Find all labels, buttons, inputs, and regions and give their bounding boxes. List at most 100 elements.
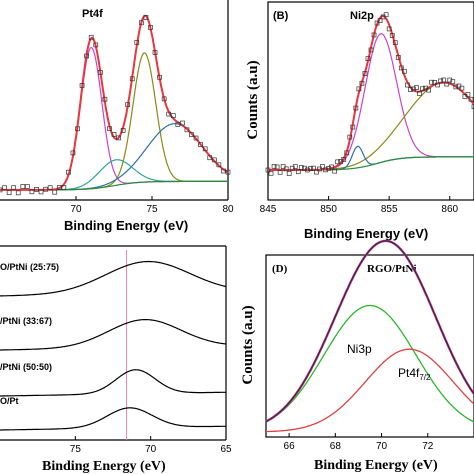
panel-a-data-point	[189, 132, 194, 137]
panel-a-data-point	[193, 135, 199, 141]
panel-b-data-point	[471, 104, 474, 110]
panel-c-series-label-1: O/PtNi (25:75)	[0, 262, 59, 272]
panel-b-tick-label-2: 855	[381, 204, 398, 215]
panel-a-data-point	[29, 189, 35, 195]
panel-b-data-point	[314, 169, 319, 175]
panel-b-data-point	[371, 32, 377, 38]
panel-c-series-3	[0, 369, 227, 397]
panel-d-tick-label-2: 70	[376, 441, 388, 452]
panel-a-data-point	[111, 132, 117, 137]
panel-a-data-point	[56, 185, 62, 190]
panel-a-data-point	[107, 126, 112, 132]
panel-b-data-point	[408, 87, 413, 92]
panel-c-series-2	[0, 319, 227, 351]
panel-b-data-point	[265, 167, 271, 173]
panel-a-data-point	[134, 40, 140, 45]
panel-b-data-point	[365, 56, 371, 62]
panel-a-tick-label-1: 75	[146, 204, 158, 215]
panel-b-data-point	[335, 159, 341, 165]
panel-a-title: Pt4f	[82, 8, 103, 20]
panel-b-data-point	[389, 33, 395, 38]
panel-a-data-point	[207, 155, 213, 161]
panel-a-data-point	[198, 142, 203, 148]
panel-a-data-point	[175, 122, 181, 127]
panel-a-data-point	[84, 53, 89, 59]
panel-b-data-point	[311, 165, 316, 171]
panel-a-curves	[0, 14, 229, 191]
panel-b-data-point	[295, 169, 301, 175]
panel-b-data-point	[286, 171, 292, 176]
panel-b-data-point	[468, 96, 474, 102]
panel-a-data-point	[166, 111, 172, 117]
panel-a-data-point	[125, 102, 131, 108]
panel-c-xlabel: Binding Energy (eV)	[42, 459, 166, 474]
panel-b-title: Ni2p	[350, 10, 374, 22]
panel-d-letter: (D)	[272, 263, 288, 275]
panel-c-curves	[0, 250, 227, 440]
panel-a-data-point	[88, 34, 94, 40]
panel-b-data-point	[435, 82, 440, 88]
panel-b-data-point	[453, 84, 459, 90]
panel-b-data-point	[317, 166, 322, 172]
panel-b-data-point	[320, 164, 325, 169]
panel-b-data-point	[392, 40, 398, 46]
panel-a-tick-label-2: 80	[222, 204, 234, 215]
panel-a-data-point	[70, 150, 76, 156]
panel-b-data-point	[398, 65, 404, 71]
panel-b-data-point	[344, 150, 350, 156]
panel-b-data-point	[341, 156, 347, 162]
panel-b-data-point	[417, 91, 422, 96]
panel-a-data-point	[11, 185, 17, 191]
panel-a-data-point	[152, 50, 158, 55]
ni3p-annotation: Ni3p	[347, 342, 372, 356]
panel-b-data-point	[405, 82, 410, 88]
panel-b-data-point	[450, 79, 456, 85]
panel-a-data-point	[93, 42, 99, 48]
panel-b-data-point	[326, 166, 331, 171]
panel-b-component-3	[268, 145, 474, 171]
panel-b-data-point	[383, 12, 389, 18]
panel-d-envelope	[265, 240, 474, 423]
panel-b-data-point	[298, 165, 304, 170]
panel-b-data-point	[329, 164, 334, 170]
panel-a-fit	[0, 14, 229, 191]
panel-b-tick-label-3: 860	[441, 204, 458, 215]
panel-d-title: RGO/PtNi	[367, 263, 417, 275]
panel-a-data-point	[202, 146, 208, 152]
panel-b-data-point	[368, 47, 374, 53]
panel-c-series-label-3: /PtNi (50:50)	[0, 362, 52, 372]
panel-b-frame	[267, 1, 474, 201]
panel-a-data-point	[102, 96, 108, 102]
panel-b-data-point	[305, 167, 310, 173]
panel-a-data-point	[25, 184, 30, 189]
panel-b-data-point	[465, 92, 471, 97]
panel-b-tick-label-0: 845	[260, 204, 277, 215]
panel-a-component-2	[0, 52, 228, 191]
panel-b-data-point	[374, 20, 380, 26]
panel-a-data-point	[216, 162, 222, 168]
panel-d-tick-label-1: 68	[330, 441, 342, 452]
panel-b-data-point	[438, 78, 444, 84]
panel-a-points	[0, 15, 231, 196]
panel-c-tick-label-1: 70	[145, 444, 157, 455]
panel-b-data-point	[426, 87, 431, 93]
panel-a-data-point	[75, 126, 80, 132]
panel-b-data-point	[356, 86, 362, 92]
panel-b-data-point	[447, 77, 453, 83]
panel-d: (D) RGO/PtNi Counts (a.u) Binding Energy…	[240, 239, 474, 473]
panel-c-labels: O/PtNi (25:75) /PtNi (33:67) /PtNi (50:50)…	[0, 262, 59, 406]
panel-b-data-point	[271, 164, 277, 169]
panel-a-data-point	[0, 187, 3, 193]
panel-b-data-point	[359, 80, 365, 86]
panel-b-data-point	[353, 105, 359, 111]
panel-b-xlabel: Binding Energy (eV)	[304, 226, 428, 241]
panel-a-data-point	[221, 168, 226, 174]
panel-b-data-point	[350, 124, 356, 130]
panel-b-letter: (B)	[273, 10, 289, 22]
panel-c-series-label-2: /PtNi (33:67)	[0, 316, 52, 326]
panel-a-data-point	[2, 185, 7, 191]
panel-c-ticks: 75 70 65	[70, 436, 232, 455]
panel-c-series-4	[0, 407, 227, 431]
panel-a-data-point	[52, 189, 58, 195]
